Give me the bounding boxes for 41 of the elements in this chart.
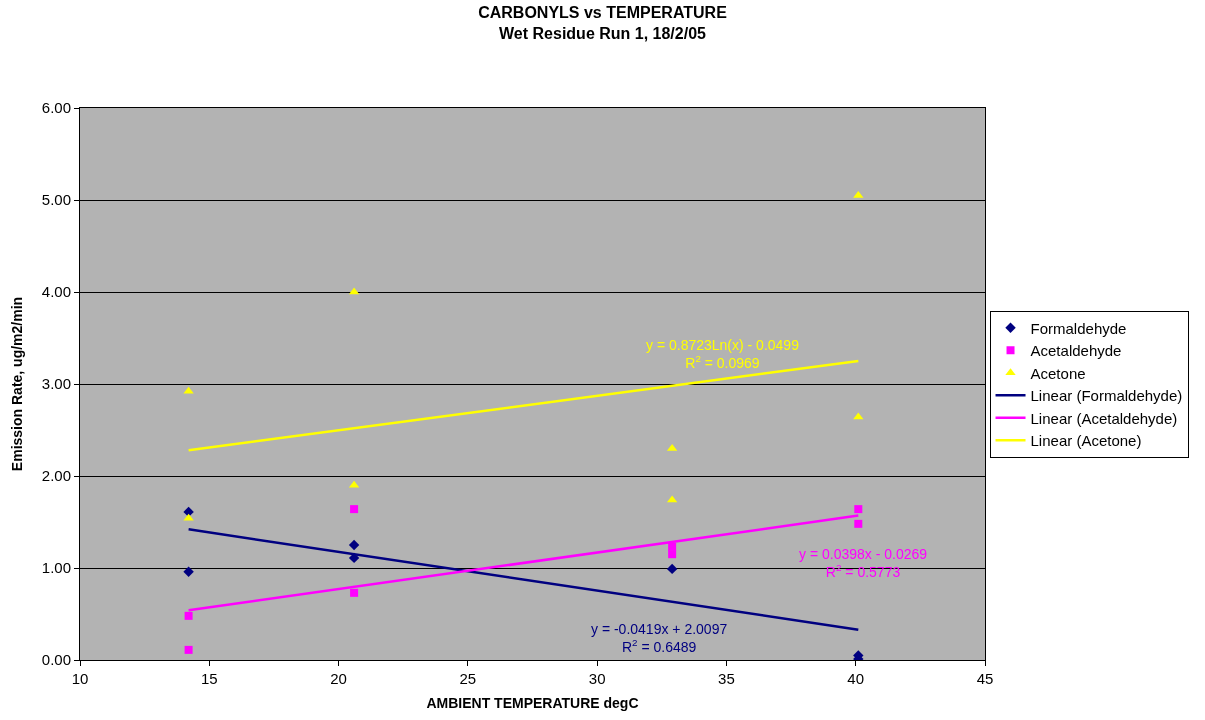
x-tick-label: 15 [200, 670, 218, 687]
legend-label: Formaldehyde [1030, 319, 1127, 337]
point [853, 190, 864, 198]
legend-label: Linear (Acetone) [1030, 432, 1142, 450]
point [184, 611, 193, 620]
legend-label: Linear (Formaldehyde) [1030, 387, 1183, 405]
annotation: y = -0.0419x + 2.0097 R$^{2}$ = 0.6489 [591, 621, 728, 656]
point [666, 563, 678, 575]
point [183, 386, 194, 394]
y-tick-label: 6.00 [41, 99, 71, 117]
point [183, 566, 194, 577]
x-tick-label: 35 [718, 670, 735, 687]
chart-subtitle: Wet Residue Run 1, 18/2/05 [499, 24, 707, 42]
point [184, 645, 193, 654]
point [668, 550, 677, 559]
y-axis-title: Emission Rate, ug/m2/min [9, 296, 26, 472]
y-tick-label: 4.00 [41, 283, 71, 301]
y-tick-label: 2.00 [41, 467, 71, 485]
point [854, 519, 863, 528]
y-tick-label: 1.00 [41, 559, 71, 577]
x-tick-label: 40 [847, 670, 865, 687]
y-tick-label: 0.00 [41, 651, 71, 669]
x-tick-label: 25 [459, 670, 477, 687]
x-axis-title: AMBIENT TEMPERATURE degC [426, 695, 639, 712]
x-tick-label: 20 [330, 670, 347, 687]
y-tick-label: 5.00 [41, 191, 71, 209]
legend-label: Linear (Acetaldehyde) [1030, 409, 1178, 427]
x-tick-label: 45 [976, 670, 994, 687]
annotation: y = 0.8723Ln(x) - 0.0499 R$^{2}$ = 0.0969 [646, 337, 800, 372]
legend-label: Acetone [1030, 364, 1086, 382]
point [350, 505, 359, 514]
point [348, 539, 360, 551]
chart-title: CARBONYLS vs TEMPERATURE [478, 4, 728, 21]
point [854, 505, 863, 514]
legend-label: Acetaldehyde [1030, 342, 1122, 360]
x-tick-label: 10 [71, 670, 89, 687]
point [350, 588, 359, 597]
point [183, 513, 194, 521]
y-tick-label: 3.00 [41, 375, 71, 393]
x-tick-label: 30 [588, 670, 606, 687]
annotation: y = 0.0398x - 0.0269 R$^{2}$ = 0.5773 [799, 546, 928, 581]
